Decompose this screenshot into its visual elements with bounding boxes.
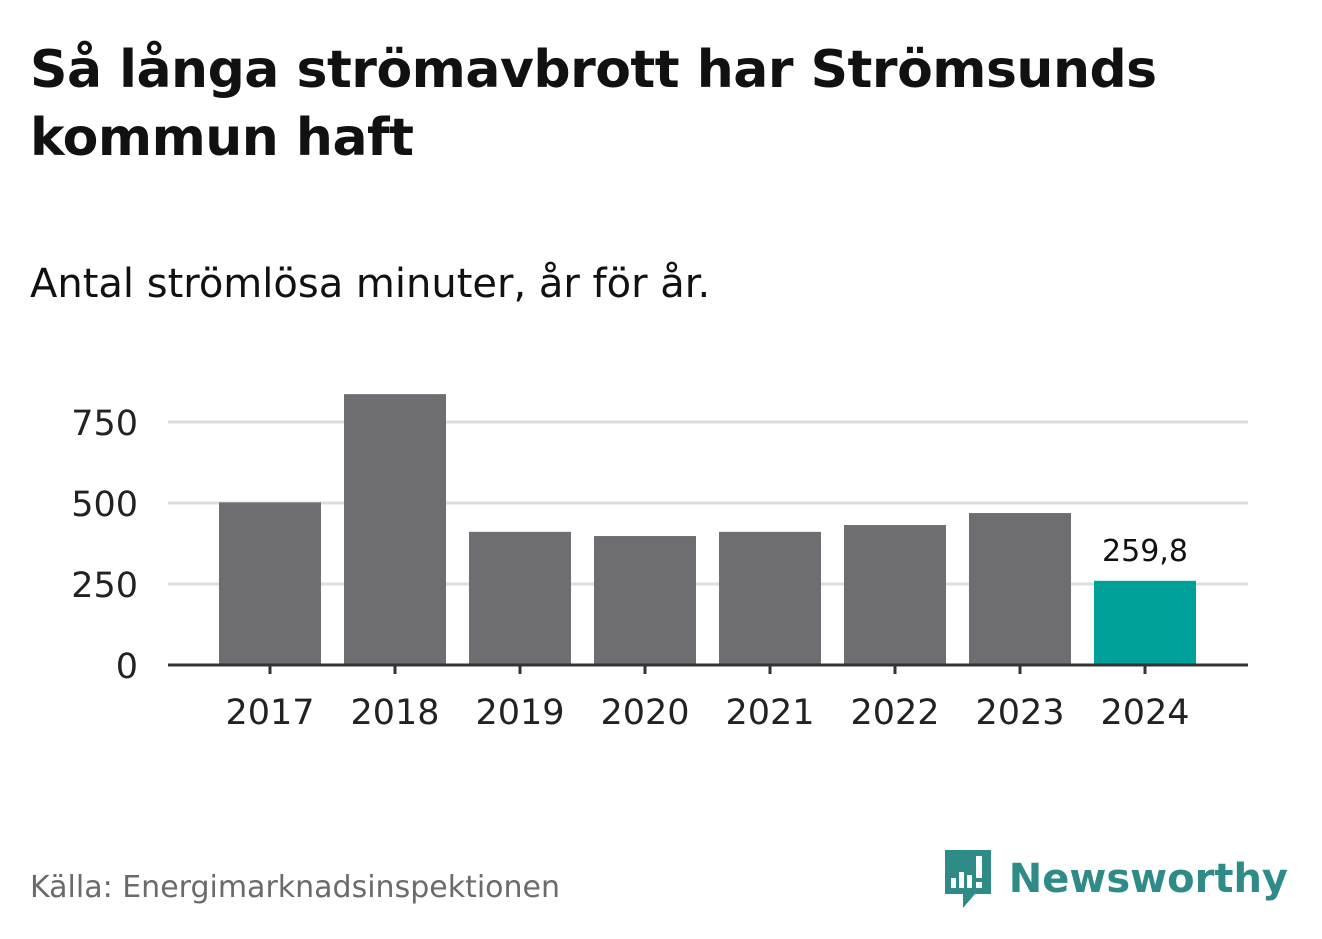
- x-tick-label-2022: 2022: [850, 693, 939, 733]
- chart-subtitle: Antal strömlösa minuter, år för år.: [30, 261, 711, 307]
- x-tick-label-2017: 2017: [225, 693, 314, 733]
- y-tick-label-250: 250: [71, 566, 138, 606]
- brand-logo: Newsworthy: [943, 848, 1288, 910]
- gridlines: [168, 420, 1248, 586]
- bars: [219, 394, 1196, 665]
- bar-2017: [219, 502, 321, 665]
- data-label-2024: 259,8: [1102, 534, 1188, 569]
- x-tick-label-2023: 2023: [975, 693, 1064, 733]
- newsworthy-logo-icon: [944, 850, 991, 908]
- bar-2021: [719, 531, 821, 665]
- bar-2022: [844, 525, 946, 665]
- bar-2019: [469, 531, 571, 665]
- x-axis-ticks: 2017 2018 2019 2020 2021 2022 2023 2024: [225, 665, 1190, 733]
- source-note: Källa: Energimarknadsinspektionen: [30, 870, 561, 905]
- y-tick-label-500: 500: [71, 485, 138, 525]
- y-tick-label-0: 0: [116, 647, 138, 687]
- chart-title: Så långa strömavbrott har Strömsunds kom…: [30, 40, 1157, 168]
- y-axis-ticks: 0 250 500 750: [71, 404, 138, 687]
- bar-2024: [1094, 580, 1196, 665]
- x-tick-label-2020: 2020: [600, 693, 689, 733]
- x-tick-label-2019: 2019: [475, 693, 564, 733]
- brand-name: Newsworthy: [1008, 856, 1288, 902]
- data-labels: 259,8: [1102, 534, 1188, 569]
- bar-2018: [344, 394, 446, 665]
- x-tick-label-2018: 2018: [350, 693, 439, 733]
- bar-2023: [969, 513, 1071, 665]
- bar-2020: [594, 536, 696, 665]
- y-tick-label-750: 750: [71, 404, 138, 444]
- x-tick-label-2021: 2021: [725, 693, 814, 733]
- x-tick-label-2024: 2024: [1100, 693, 1189, 733]
